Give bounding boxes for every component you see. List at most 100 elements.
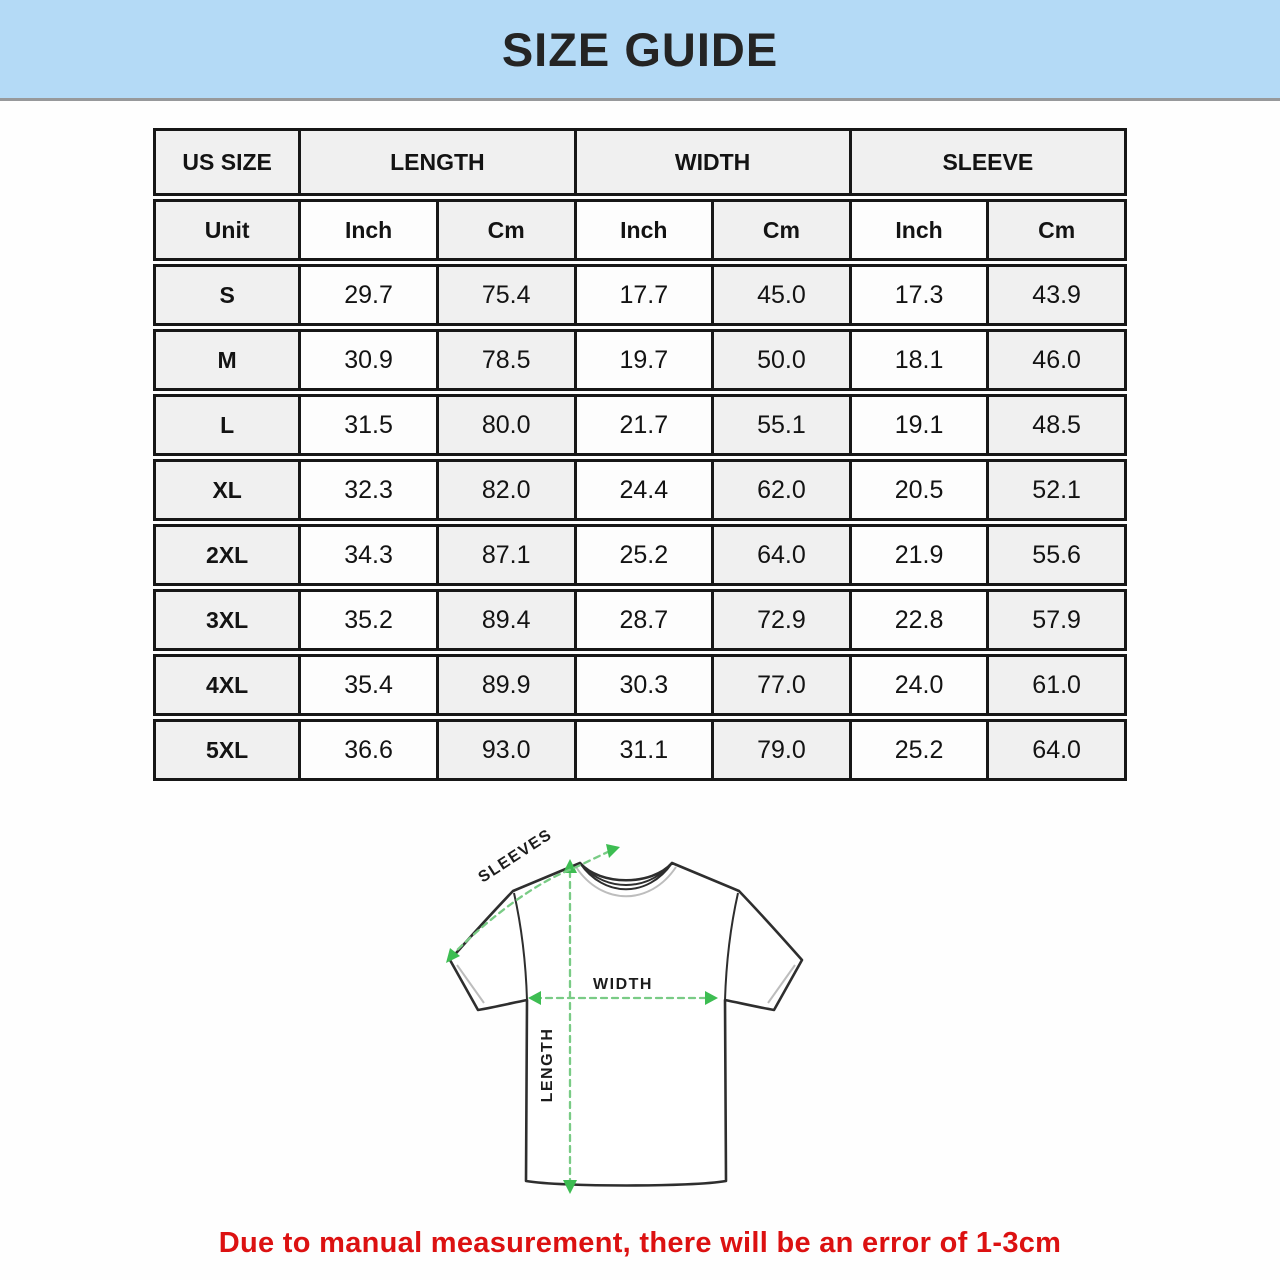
value-cell: 75.4 bbox=[435, 267, 574, 323]
value-cell: 55.6 bbox=[986, 527, 1124, 583]
value-cell: 72.9 bbox=[711, 592, 849, 648]
tshirt-diagram-svg: LENGTH WIDTH SLEEVES bbox=[446, 826, 804, 1194]
left-cuff-stitch bbox=[456, 964, 485, 1004]
column-header-sleeve: SLEEVE bbox=[848, 131, 1124, 193]
unit-cell: Cm bbox=[435, 202, 574, 258]
width-arrow-right-icon bbox=[705, 991, 718, 1005]
value-cell: 30.9 bbox=[298, 332, 436, 388]
value-cell: 48.5 bbox=[986, 397, 1124, 453]
value-cell: 77.0 bbox=[711, 657, 849, 713]
value-cell: 17.7 bbox=[573, 267, 712, 323]
column-header-width: WIDTH bbox=[573, 131, 849, 193]
length-label: LENGTH bbox=[539, 1028, 556, 1103]
tshirt-outline bbox=[448, 861, 804, 1187]
measurement-disclaimer: Due to manual measurement, there will be… bbox=[218, 1227, 1062, 1259]
header-banner: SIZE GUIDE bbox=[0, 0, 1280, 101]
value-cell: 24.4 bbox=[573, 462, 712, 518]
value-cell: 24.0 bbox=[848, 657, 987, 713]
value-cell: 19.1 bbox=[848, 397, 987, 453]
table-unit-row: Unit Inch Cm Inch Cm Inch Cm bbox=[153, 199, 1127, 261]
value-cell: 20.5 bbox=[848, 462, 987, 518]
size-cell: 5XL bbox=[156, 722, 299, 778]
size-cell: 4XL bbox=[156, 657, 299, 713]
value-cell: 22.8 bbox=[848, 592, 987, 648]
value-cell: 89.9 bbox=[435, 657, 574, 713]
value-cell: 45.0 bbox=[711, 267, 849, 323]
value-cell: 64.0 bbox=[711, 527, 849, 583]
value-cell: 55.1 bbox=[711, 397, 849, 453]
page-title: SIZE GUIDE bbox=[501, 22, 779, 76]
column-header-length: LENGTH bbox=[298, 131, 574, 193]
size-cell: L bbox=[156, 397, 299, 453]
table-row-5xl: 5XL 36.6 93.0 31.1 79.0 25.2 64.0 bbox=[153, 719, 1127, 781]
value-cell: 31.1 bbox=[573, 722, 712, 778]
column-header-us-size: US SIZE bbox=[156, 131, 299, 193]
value-cell: 34.3 bbox=[298, 527, 436, 583]
table-group-header-row: US SIZE LENGTH WIDTH SLEEVE bbox=[153, 128, 1127, 196]
collar-stitch-line bbox=[575, 866, 677, 898]
collar-inner-line bbox=[583, 866, 669, 886]
table-row-s: S 29.7 75.4 17.7 45.0 17.3 43.9 bbox=[153, 264, 1127, 326]
table-row-xl: XL 32.3 82.0 24.4 62.0 20.5 52.1 bbox=[153, 459, 1127, 521]
value-cell: 35.2 bbox=[298, 592, 436, 648]
unit-row-label: Unit bbox=[156, 202, 299, 258]
value-cell: 52.1 bbox=[986, 462, 1124, 518]
width-label: WIDTH bbox=[593, 976, 653, 993]
value-cell: 36.6 bbox=[298, 722, 436, 778]
value-cell: 21.7 bbox=[573, 397, 712, 453]
unit-cell: Inch bbox=[848, 202, 987, 258]
value-cell: 19.7 bbox=[573, 332, 712, 388]
table-row-2xl: 2XL 34.3 87.1 25.2 64.0 21.9 55.6 bbox=[153, 524, 1127, 586]
sleeves-arrow-end-icon bbox=[606, 844, 620, 858]
size-table: US SIZE LENGTH WIDTH SLEEVE Unit Inch Cm… bbox=[153, 128, 1127, 781]
right-cuff-stitch bbox=[767, 964, 796, 1004]
value-cell: 17.3 bbox=[848, 267, 987, 323]
value-cell: 78.5 bbox=[435, 332, 574, 388]
value-cell: 43.9 bbox=[986, 267, 1124, 323]
collar-band-line bbox=[579, 862, 673, 891]
value-cell: 25.2 bbox=[573, 527, 712, 583]
value-cell: 25.2 bbox=[848, 722, 987, 778]
value-cell: 32.3 bbox=[298, 462, 436, 518]
size-cell: S bbox=[156, 267, 299, 323]
value-cell: 18.1 bbox=[848, 332, 987, 388]
size-cell: 2XL bbox=[156, 527, 299, 583]
value-cell: 46.0 bbox=[986, 332, 1124, 388]
table-row-m: M 30.9 78.5 19.7 50.0 18.1 46.0 bbox=[153, 329, 1127, 391]
size-cell: XL bbox=[156, 462, 299, 518]
value-cell: 30.3 bbox=[573, 657, 712, 713]
length-arrow-up-icon bbox=[563, 859, 577, 873]
value-cell: 29.7 bbox=[298, 267, 436, 323]
value-cell: 79.0 bbox=[711, 722, 849, 778]
size-cell: M bbox=[156, 332, 299, 388]
value-cell: 31.5 bbox=[298, 397, 436, 453]
sleeves-measure-line bbox=[448, 848, 614, 959]
unit-cell: Inch bbox=[573, 202, 712, 258]
tshirt-measurement-diagram: LENGTH WIDTH SLEEVES bbox=[400, 813, 880, 1213]
table-row-3xl: 3XL 35.2 89.4 28.7 72.9 22.8 57.9 bbox=[153, 589, 1127, 651]
table-row-4xl: 4XL 35.4 89.9 30.3 77.0 24.0 61.0 bbox=[153, 654, 1127, 716]
value-cell: 93.0 bbox=[435, 722, 574, 778]
unit-cell: Cm bbox=[986, 202, 1124, 258]
value-cell: 87.1 bbox=[435, 527, 574, 583]
value-cell: 35.4 bbox=[298, 657, 436, 713]
unit-cell: Cm bbox=[711, 202, 849, 258]
value-cell: 80.0 bbox=[435, 397, 574, 453]
value-cell: 28.7 bbox=[573, 592, 712, 648]
value-cell: 82.0 bbox=[435, 462, 574, 518]
width-arrow-left-icon bbox=[528, 991, 541, 1005]
unit-cell: Inch bbox=[298, 202, 436, 258]
sleeves-arrow-start-icon bbox=[446, 948, 460, 963]
value-cell: 50.0 bbox=[711, 332, 849, 388]
value-cell: 21.9 bbox=[848, 527, 987, 583]
left-sleeve-seam bbox=[513, 892, 528, 1001]
length-arrow-down-icon bbox=[563, 1180, 577, 1194]
table-row-l: L 31.5 80.0 21.7 55.1 19.1 48.5 bbox=[153, 394, 1127, 456]
size-cell: 3XL bbox=[156, 592, 299, 648]
value-cell: 61.0 bbox=[986, 657, 1124, 713]
value-cell: 89.4 bbox=[435, 592, 574, 648]
right-sleeve-seam bbox=[724, 892, 739, 1001]
value-cell: 64.0 bbox=[986, 722, 1124, 778]
value-cell: 62.0 bbox=[711, 462, 849, 518]
